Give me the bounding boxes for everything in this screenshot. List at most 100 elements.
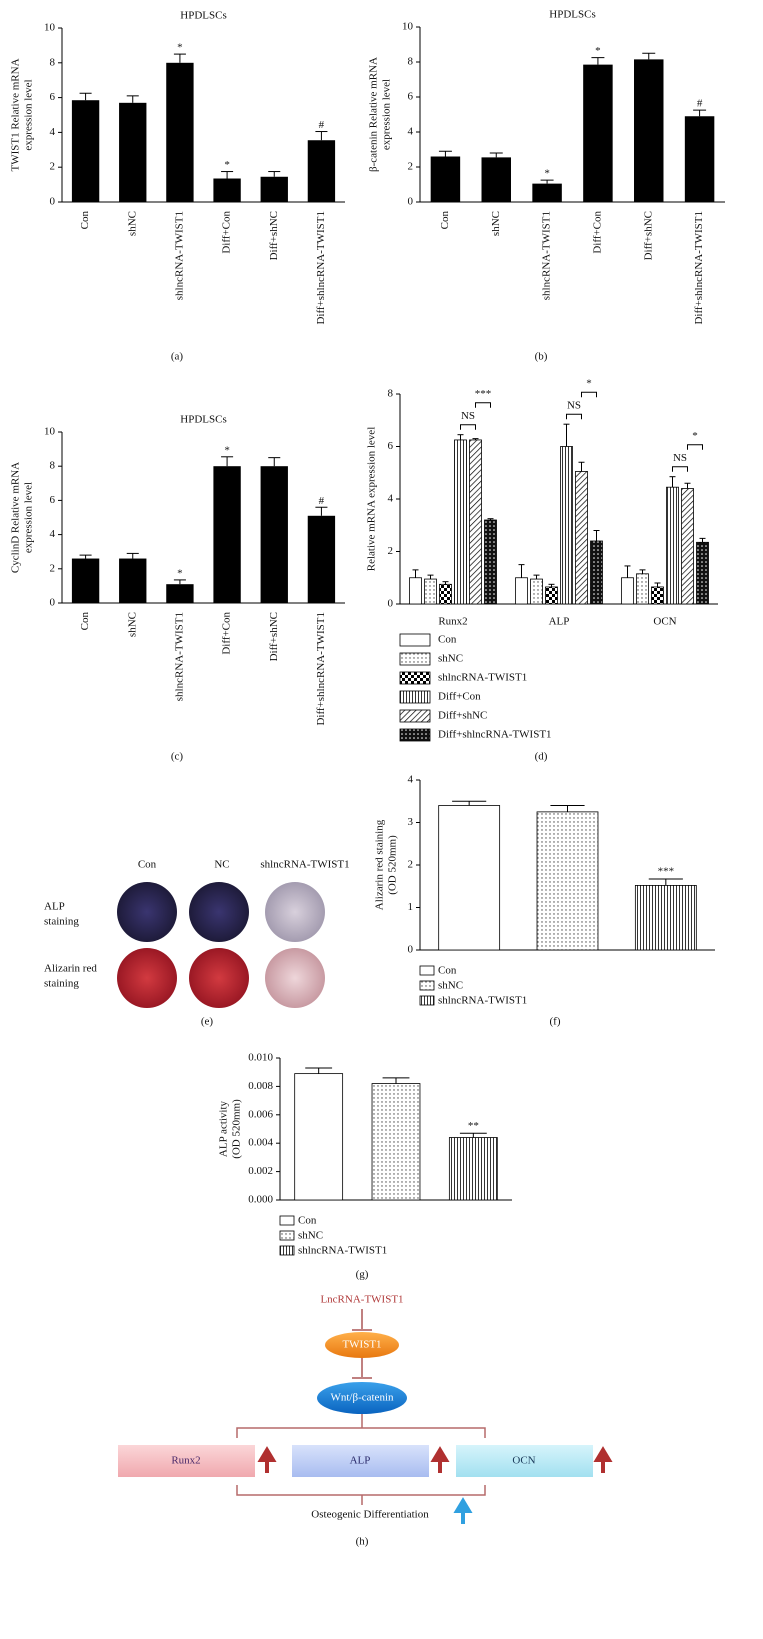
- bar: [409, 577, 422, 605]
- x-tick-label: Diff+shlncRNA-TWIST1: [315, 612, 327, 726]
- y-axis-label: expression level: [381, 79, 393, 150]
- chart-title: HPDLSCs: [549, 9, 595, 21]
- well-photo: [117, 882, 177, 942]
- legend-swatch: [399, 690, 431, 704]
- y-tick-label: 3: [408, 816, 414, 828]
- diagram: LncRNA-TWIST1 TWIST1 Wnt/β-catenin Runx2…: [118, 1294, 613, 1548]
- well-photo: [189, 882, 249, 942]
- bracket: [236, 1485, 486, 1505]
- bar: [454, 439, 467, 605]
- bar: [439, 583, 452, 605]
- significance-label: #: [697, 98, 703, 110]
- bar: [166, 584, 194, 603]
- y-tick-label: 0: [50, 597, 56, 609]
- panel-label: (d): [535, 751, 548, 763]
- significance-bracket: [566, 413, 582, 420]
- y-tick-label: 8: [388, 388, 394, 400]
- bar: [469, 439, 482, 605]
- y-tick-label: 0.002: [248, 1165, 273, 1177]
- target-box: [118, 1445, 255, 1477]
- y-tick-label: 0: [408, 944, 414, 956]
- y-tick-label: 10: [402, 21, 414, 33]
- legend-swatch: [399, 633, 431, 647]
- y-tick-label: 10: [44, 22, 56, 34]
- y-tick-label: 4: [388, 493, 394, 505]
- bar: [536, 811, 599, 951]
- bar: [621, 577, 634, 605]
- outcome-label: Osteogenic Differentiation: [311, 1509, 429, 1521]
- legend-label: shlncRNA-TWIST1: [438, 995, 527, 1007]
- bar: [166, 62, 194, 202]
- significance-label: *: [224, 444, 230, 456]
- significance-bracket: [460, 424, 476, 430]
- x-tick-label: shlncRNA-TWIST1: [541, 211, 553, 300]
- bar: [119, 102, 147, 202]
- panel-label: (a): [171, 351, 184, 363]
- bar: [119, 558, 147, 603]
- significance-bracket: [475, 402, 491, 408]
- column-label: NC: [214, 859, 229, 871]
- panel-label: (e): [201, 1016, 214, 1028]
- y-axis-label: ALP activity: [218, 1100, 230, 1157]
- x-tick-label: Diff+shlncRNA-TWIST1: [693, 211, 705, 325]
- significance-label: NS: [673, 452, 687, 464]
- legend-swatch: [279, 1245, 295, 1256]
- up-arrow: [430, 1446, 450, 1473]
- x-tick-label: shlncRNA-TWIST1: [173, 612, 185, 701]
- significance-label: ***: [475, 388, 492, 400]
- bar: [307, 140, 336, 202]
- legend-swatch: [419, 980, 435, 991]
- bar: [71, 558, 100, 603]
- y-tick-label: 6: [388, 440, 394, 452]
- y-tick-label: 2: [388, 545, 394, 557]
- bar: [484, 519, 497, 605]
- y-tick-label: 2: [408, 859, 414, 871]
- bar: [583, 64, 613, 202]
- y-axis-label: expression level: [23, 79, 35, 150]
- up-arrow: [257, 1446, 277, 1473]
- significance-label: **: [468, 1120, 479, 1132]
- y-tick-label: 6: [50, 494, 56, 506]
- bar: [684, 116, 715, 202]
- legend-swatch: [399, 728, 431, 742]
- row-label: ALP: [44, 901, 65, 913]
- x-tick-label: Diff+shNC: [268, 612, 280, 661]
- bar: [260, 466, 288, 603]
- significance-label: ***: [658, 866, 675, 878]
- legend-label: Con: [298, 1215, 317, 1227]
- node-label: Wnt/β-catenin: [330, 1392, 394, 1404]
- x-tick-label: Diff+Con: [221, 612, 233, 655]
- y-tick-label: 8: [50, 460, 56, 472]
- legend-label: Diff+shlncRNA-TWIST1: [438, 729, 552, 741]
- significance-label: *: [177, 42, 183, 54]
- significance-label: *: [586, 378, 592, 390]
- bar: [307, 515, 336, 603]
- significance-label: *: [224, 159, 230, 171]
- bar: [71, 100, 100, 202]
- y-tick-label: 0.006: [248, 1108, 273, 1120]
- y-tick-label: 8: [50, 56, 56, 68]
- well-photo: [265, 882, 325, 942]
- y-tick-label: 0.000: [248, 1194, 273, 1206]
- y-tick-label: 4: [50, 528, 56, 540]
- y-axis-label: β-catenin Relative mRNA: [368, 57, 380, 172]
- x-tick-label: Diff+Con: [221, 211, 233, 254]
- significance-bracket: [672, 466, 688, 472]
- bar: [294, 1073, 344, 1201]
- significance-label: *: [595, 45, 601, 57]
- column-label: Con: [138, 859, 157, 871]
- y-tick-label: 6: [50, 91, 56, 103]
- y-axis-label: Relative mRNA expression level: [366, 427, 378, 572]
- y-axis-label: TWIST1 Relative mRNA: [10, 58, 22, 171]
- photo-panel: Con NC shlncRNA-TWIST1 ALP staining Aliz…: [44, 859, 350, 1028]
- legend-label: shNC: [438, 980, 463, 992]
- x-tick-label: Diff+Con: [591, 211, 603, 254]
- row-label: staining: [44, 916, 79, 928]
- bar: [590, 540, 603, 605]
- x-tick-label: Con: [439, 211, 451, 230]
- legend-swatch: [399, 652, 431, 666]
- significance-label: *: [544, 168, 550, 180]
- chart-title: HPDLSCs: [180, 10, 226, 22]
- target-label: ALP: [350, 1455, 371, 1467]
- bar: [438, 805, 501, 951]
